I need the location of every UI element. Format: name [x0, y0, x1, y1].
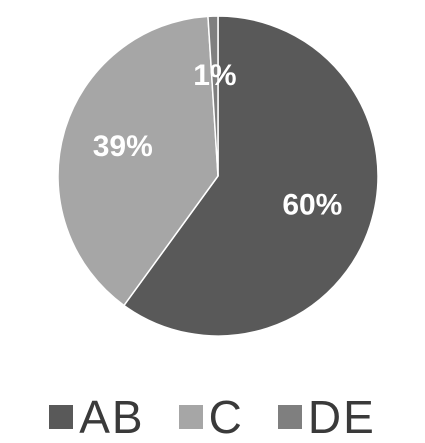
legend: AB C DE: [0, 392, 425, 442]
legend-item-c: C: [178, 391, 244, 443]
data-label-de: 1%: [193, 59, 236, 92]
legend-label-c: C: [208, 391, 244, 443]
pie-chart: 60% 39% 1%: [57, 15, 379, 337]
data-label-c: 39%: [93, 130, 153, 163]
slice-c: [57, 15, 219, 307]
legend-item-de: DE: [277, 391, 376, 443]
slice-de: [207, 15, 219, 177]
legend-swatch-c: [178, 405, 203, 429]
legend-label-de: DE: [307, 391, 376, 443]
pie-svg: 60% 39% 1%: [57, 15, 379, 337]
slice-ab: [122, 15, 379, 337]
legend-swatch-ab: [49, 405, 74, 429]
data-label-ab: 60%: [282, 189, 342, 222]
legend-item-ab: AB: [49, 394, 144, 440]
legend-label-ab: AB: [79, 391, 145, 443]
legend-swatch-de: [277, 405, 302, 429]
